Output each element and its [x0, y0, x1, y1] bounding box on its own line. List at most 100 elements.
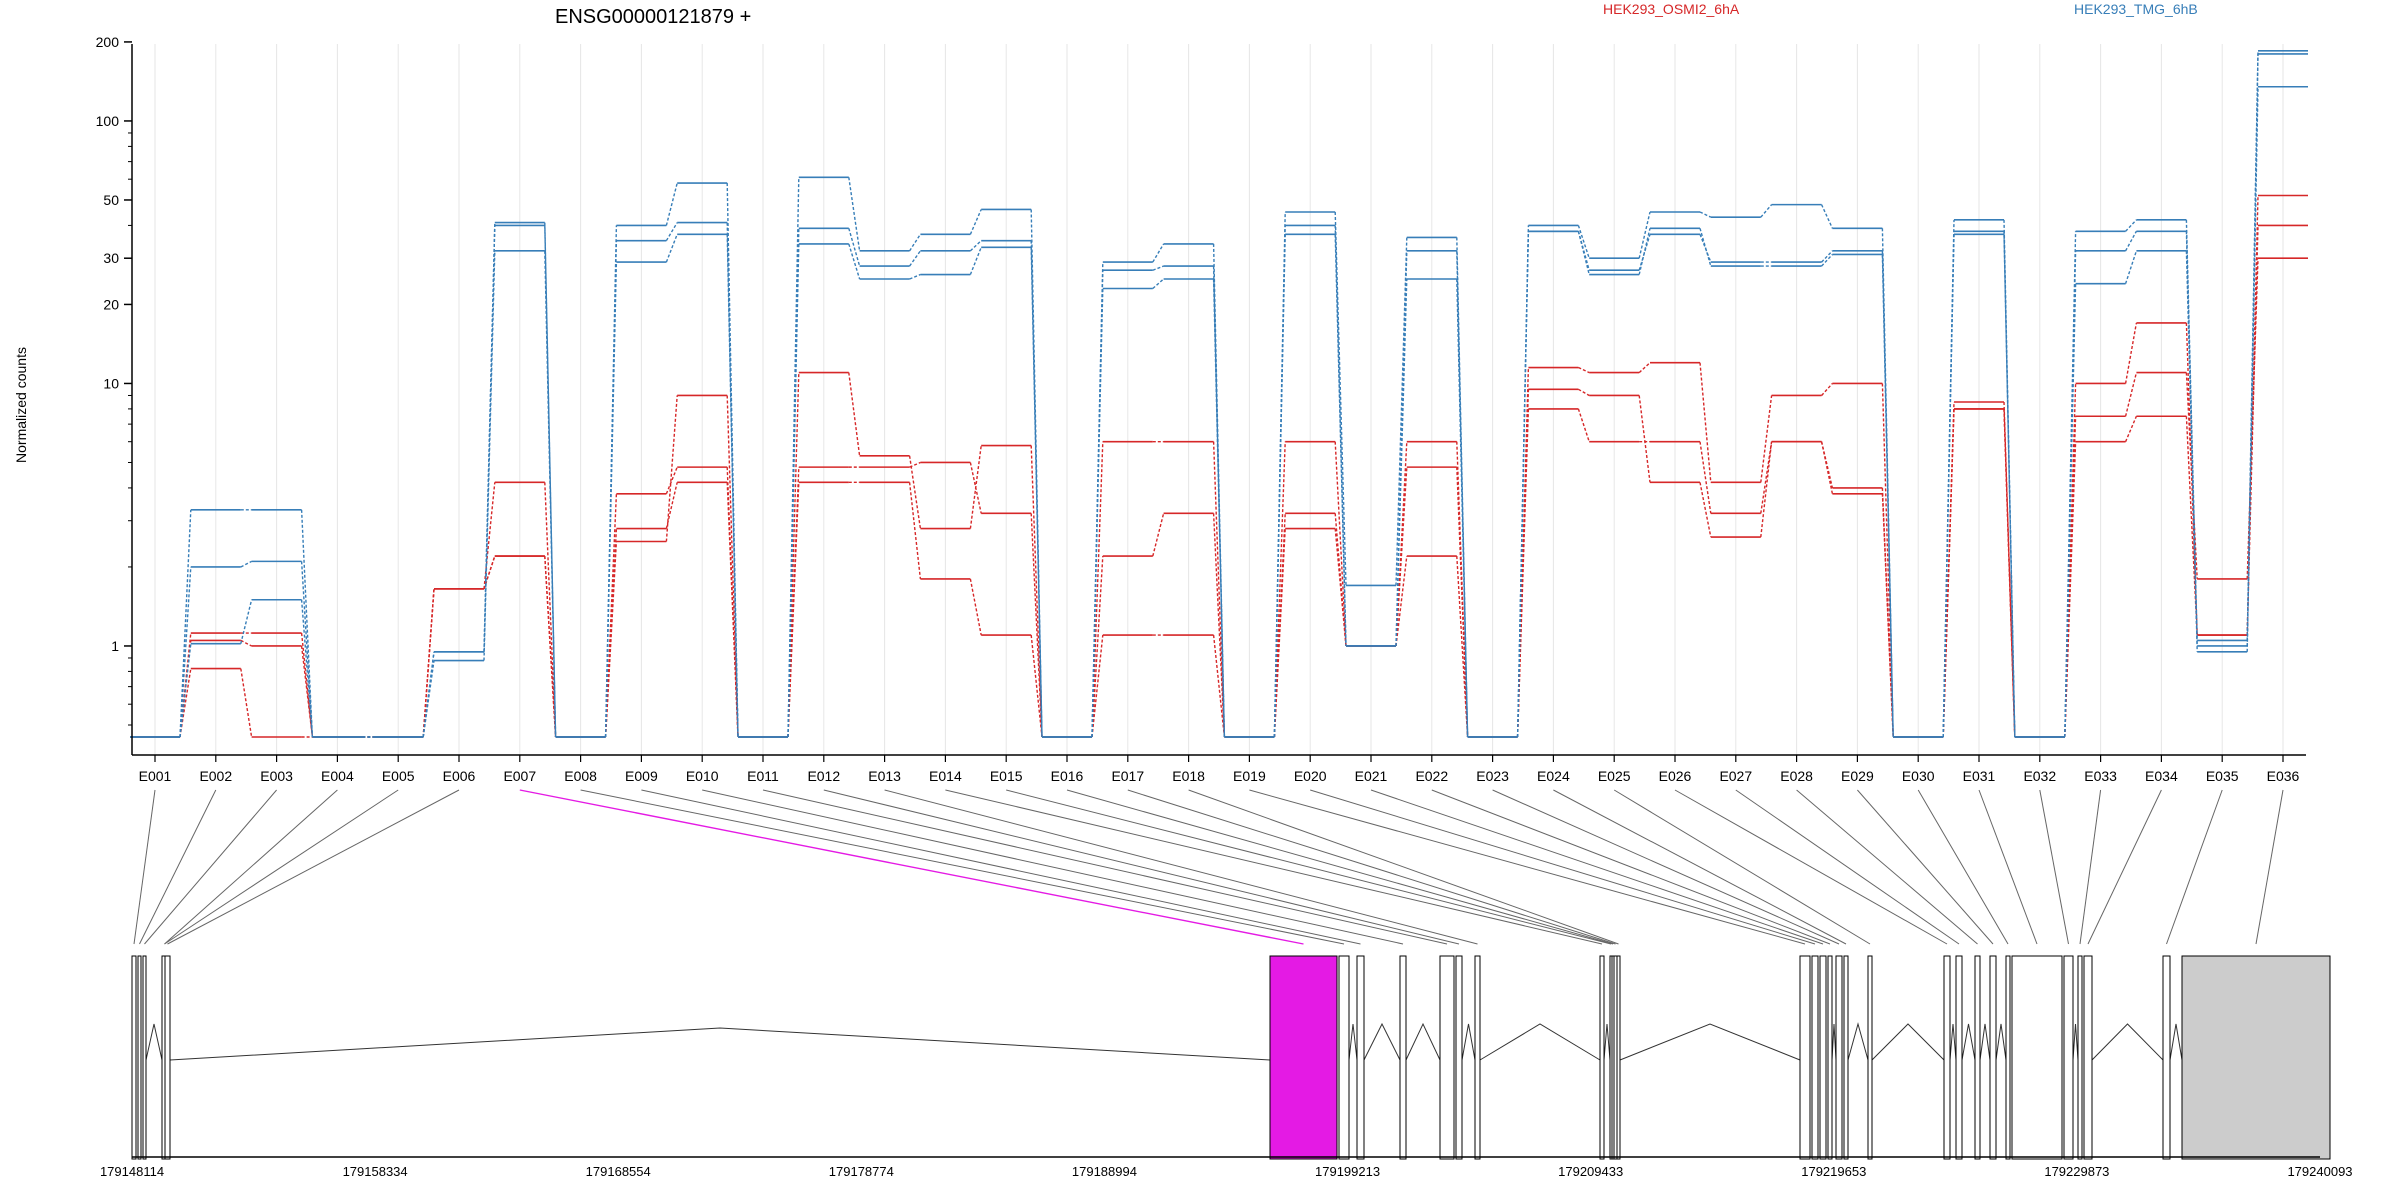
exon-transition — [2124, 250, 2138, 284]
intron — [1831, 1023, 1837, 1061]
exon-transition — [1760, 395, 1773, 483]
exon-connector — [2166, 789, 2223, 945]
exon-transition — [848, 372, 861, 456]
intron — [2169, 1023, 2183, 1061]
exon-transition — [1334, 234, 1347, 646]
x-tick-label: E014 — [929, 768, 962, 784]
exon-transition — [544, 482, 557, 738]
genome-coordinate-labels: 179148114 179158334 179168554 179178774 1791… — [100, 1164, 2353, 1179]
exon-connector — [144, 789, 277, 945]
exon-transition — [1699, 362, 1712, 483]
exon-transition — [240, 560, 252, 568]
exon-transition — [240, 599, 253, 644]
intron — [2072, 1023, 2079, 1061]
genome-coordinate-label: 179199213 — [1315, 1164, 1380, 1179]
exon-transition — [2124, 230, 2138, 252]
exon-box — [137, 955, 142, 1160]
x-tick-label: E004 — [321, 768, 354, 784]
intron — [1405, 1022, 1441, 1061]
exon-box — [1599, 955, 1605, 1160]
exon-box — [164, 955, 171, 1160]
genome-coordinate-label: 179209433 — [1558, 1164, 1623, 1179]
exon-transition — [909, 273, 921, 280]
exon-transition — [1881, 493, 1894, 738]
exon-connector — [2255, 789, 2284, 945]
exon-transition — [1578, 366, 1590, 374]
exon-transition — [1942, 231, 1955, 738]
exon-box — [1819, 955, 1827, 1160]
intron — [2091, 1023, 2164, 1061]
exon-connector — [1370, 789, 1824, 945]
exon-transition — [1030, 635, 1043, 738]
exon-transition — [300, 509, 314, 738]
exon-transition — [2124, 322, 2138, 384]
intron — [1949, 1023, 1957, 1061]
exon-transition — [909, 461, 921, 468]
exon-connector — [1917, 789, 2009, 945]
exon-connector — [139, 789, 217, 945]
exon-transition — [1212, 278, 1226, 738]
x-tick-label: E008 — [564, 768, 597, 784]
x-tick-label: E026 — [1659, 768, 1692, 784]
x-tick-label: E036 — [2267, 768, 2300, 784]
exon-transition — [2185, 250, 2198, 646]
exon-transition — [1821, 382, 1833, 396]
x-tick-label: E019 — [1233, 768, 1266, 784]
exon-transition — [1030, 445, 1043, 738]
exon-transition — [1699, 441, 1712, 514]
exon-connector — [945, 789, 1603, 945]
exon-connector — [519, 789, 1304, 945]
exon-transition — [300, 561, 314, 738]
exon-box — [1943, 955, 1951, 1160]
y-axis-ticks: 1 10 20 30 50 100 200 — [96, 34, 132, 726]
intron — [1603, 1023, 1611, 1061]
exon-transition — [1152, 278, 1165, 290]
exon-boxes — [131, 955, 2331, 1160]
y-tick-label: 100 — [96, 113, 120, 129]
exon-transition — [1881, 254, 1894, 738]
exon-box — [1338, 955, 1350, 1160]
exon-box — [2162, 955, 2171, 1160]
exon-transition — [1273, 528, 1286, 738]
legend-osmi2: HEK293_OSMI2_6hA — [1603, 1, 1740, 17]
exon-box — [1356, 955, 1365, 1160]
series-lines — [130, 50, 2308, 738]
x-tick-label: E034 — [2145, 768, 2178, 784]
exon-transition — [1577, 408, 1590, 442]
exon-transition — [2185, 219, 2198, 641]
exon-transition — [1030, 247, 1043, 738]
exon-box — [1811, 955, 1819, 1160]
x-tick-label: E006 — [443, 768, 476, 784]
exon-transition — [2246, 53, 2259, 646]
exon-transition — [1578, 388, 1590, 397]
exon-box — [2077, 955, 2083, 1160]
x-tick-label: E021 — [1355, 768, 1388, 784]
exon-transition — [1638, 395, 1651, 483]
exon-box — [1867, 955, 1873, 1160]
exon-transition — [544, 250, 557, 738]
exon-transition — [1942, 408, 1955, 738]
exon-transition — [1152, 243, 1165, 263]
exon-box — [2063, 955, 2074, 1160]
exon-box — [1799, 955, 1811, 1160]
exon-connector — [2039, 789, 2069, 945]
x-tick-label: E035 — [2206, 768, 2239, 784]
genome-coordinate-label: 179240093 — [2287, 1164, 2352, 1179]
exon-box — [2005, 955, 2011, 1160]
x-tick-label: E018 — [1172, 768, 1205, 784]
genome-coordinate-label: 179168554 — [586, 1164, 651, 1179]
exon-transition — [1516, 231, 1530, 738]
exon-transition — [1699, 211, 1712, 218]
y-tick-label: 20 — [103, 296, 119, 312]
exon-transition — [726, 482, 739, 738]
gene-model-track: 179148114 179158334 179168554 179178774 1791… — [100, 955, 2353, 1179]
x-axis-ticks: E001 E002 E003 E004 E005 E006 E007 E008 E009 E010… — [139, 755, 2300, 784]
exon-box — [1439, 955, 1455, 1160]
exon-connector — [1492, 789, 1840, 945]
exon-transition — [1091, 556, 1104, 738]
exon-transition — [969, 247, 982, 275]
exon-transition — [1152, 513, 1165, 557]
exon-transition — [1395, 555, 1408, 647]
exon-transition — [1395, 467, 1408, 647]
exon-transition — [1699, 228, 1712, 267]
